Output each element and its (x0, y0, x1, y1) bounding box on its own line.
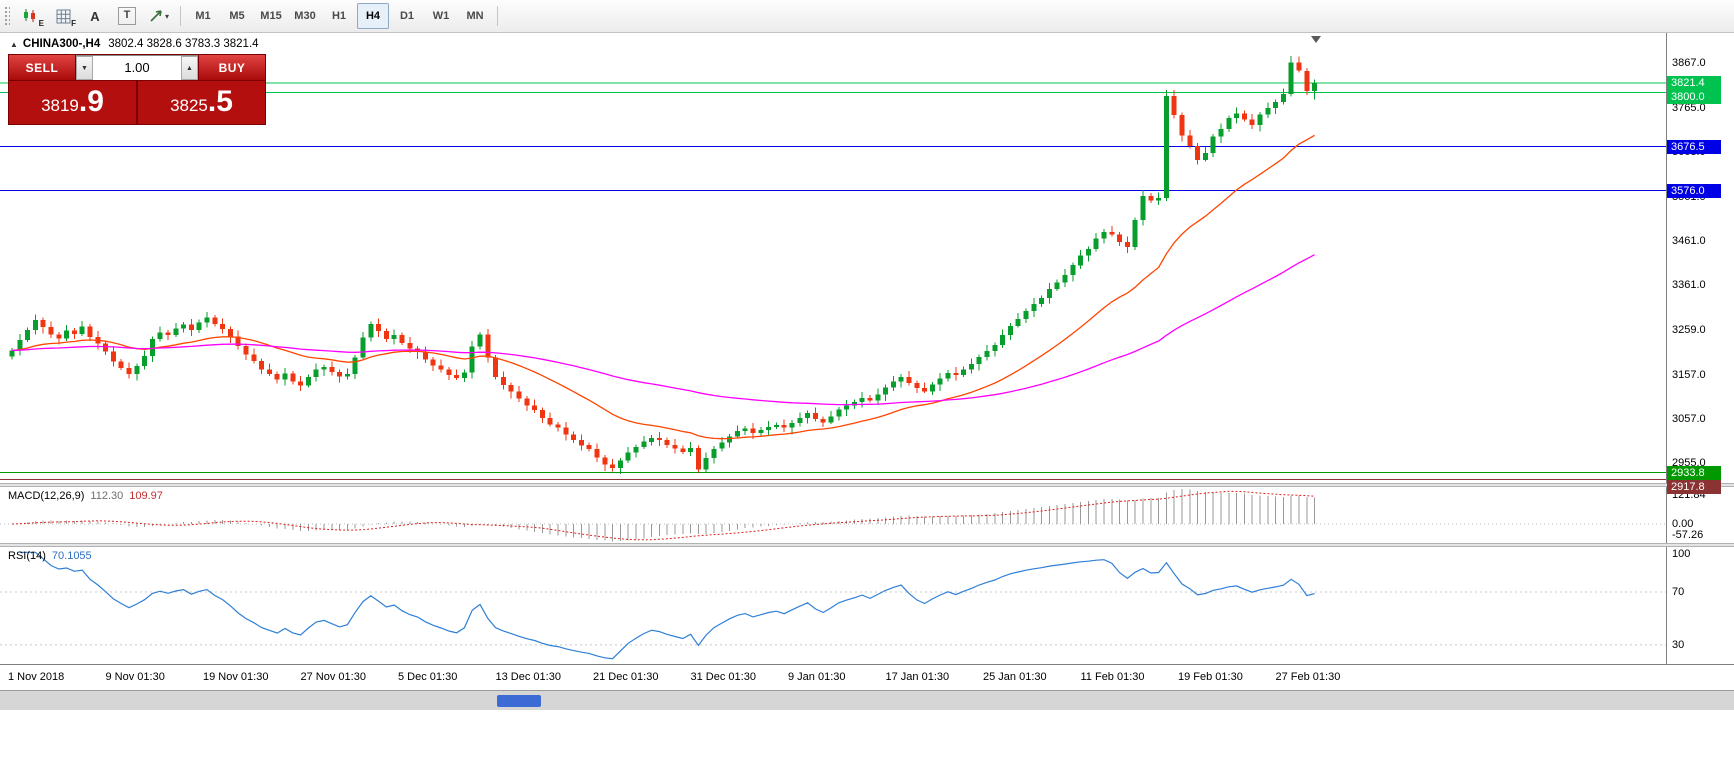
buy-button[interactable]: BUY (198, 55, 265, 80)
scrollbar-thumb[interactable] (497, 695, 541, 707)
volume-control: ▼ 1.00 ▲ (76, 55, 198, 80)
buy-price-pips: .5 (207, 85, 233, 118)
toolbar-separator (497, 6, 498, 26)
price-axis-label: 3867.0 (1672, 56, 1706, 69)
symbol-period: CHINA300-,H4 (22, 38, 101, 50)
pane-separator[interactable] (0, 483, 1734, 487)
ohlc-values: 3802.4 3828.6 3783.3 3821.4 (108, 38, 259, 50)
tool-badge: E (38, 19, 44, 28)
rsi-chart[interactable] (0, 547, 1666, 664)
sell-button[interactable]: SELL (9, 55, 76, 80)
volume-decrease-button[interactable]: ▼ (76, 56, 93, 80)
macd-main-value: 112.30 (90, 490, 124, 502)
time-axis-label: 13 Dec 01:30 (495, 671, 561, 683)
pane-separator[interactable] (0, 543, 1734, 547)
price-badge-3676.5: 3676.5 (1667, 139, 1721, 154)
candlestick-chart-icon (24, 9, 35, 22)
price-axis-label: 3361.0 (1672, 279, 1706, 291)
timeframe-button-d1[interactable]: D1 (399, 10, 415, 22)
macd-axis-label: -57.26 (1672, 529, 1704, 541)
timeframe-button-m30[interactable]: M30 (294, 10, 316, 22)
time-axis-label: 27 Nov 01:30 (300, 671, 366, 683)
chart-shift-marker-icon[interactable] (1311, 36, 1321, 43)
time-axis-label: 25 Jan 01:30 (983, 671, 1047, 683)
tool-badge: F (71, 19, 76, 28)
caret-down-icon: ▾ (164, 11, 169, 21)
price-axis-label: 3157.0 (1672, 368, 1706, 381)
price-axis-label: 3259.0 (1672, 323, 1706, 336)
price-badge-2933.8: 2933.8 (1667, 465, 1721, 480)
price-axis-label: 3461.0 (1672, 235, 1706, 248)
time-axis[interactable]: 1 Nov 2018 9 Nov 01:30 19 Nov 01:30 27 Nov … (0, 664, 1734, 690)
timeframe-button-m15[interactable]: M15 (260, 10, 282, 22)
rsi-axis-label: 70 (1672, 586, 1685, 598)
time-axis-label: 17 Jan 01:30 (885, 671, 950, 683)
time-axis-label: 31 Dec 01:30 (690, 671, 756, 683)
sell-price-pips: .9 (78, 85, 104, 118)
macd-chart[interactable] (0, 487, 1666, 543)
toolbar-separator (180, 6, 181, 26)
sell-price-main: 3819 (41, 96, 79, 115)
macd-title: MACD(12,26,9) (8, 490, 85, 502)
time-axis-label: 11 Feb 01:30 (1080, 671, 1145, 683)
one-click-toggle-icon[interactable]: ▲ (10, 40, 18, 49)
timeframe-button-h1[interactable]: H1 (331, 10, 347, 22)
price-chart[interactable] (0, 33, 1666, 483)
rsi-indicator-label: RSI(14) 70.1055 (8, 550, 92, 562)
grid-tool-button[interactable]: F (48, 3, 78, 29)
candles-tool-button[interactable]: E (16, 3, 46, 29)
time-axis-label: 5 Dec 01:30 (398, 671, 458, 683)
price-axis-label: 3765.0 (1672, 101, 1706, 114)
time-axis-label: 21 Dec 01:30 (593, 671, 659, 683)
price-axis-border (1666, 33, 1667, 664)
time-axis-label: 27 Feb 01:30 (1275, 671, 1341, 683)
horizontal-scrollbar[interactable] (0, 690, 1734, 710)
time-axis-label: 9 Nov 01:30 (105, 671, 165, 683)
rsi-title: RSI(14) (8, 550, 46, 562)
font-tool-button[interactable]: A (80, 3, 110, 29)
volume-increase-button[interactable]: ▲ (181, 56, 198, 80)
macd-indicator-label: MACD(12,26,9) 112.30 109.97 (8, 490, 163, 502)
macd-signal-value: 109.97 (129, 490, 163, 502)
timeframe-button-m5[interactable]: M5 (229, 10, 245, 22)
volume-input[interactable]: 1.00 (124, 60, 150, 75)
toolbar-grip[interactable] (4, 6, 10, 26)
price-badge-3800.0: 3800.0 (1667, 89, 1721, 104)
buy-price[interactable]: 3825.5 (138, 81, 265, 124)
rsi-value: 70.1055 (51, 550, 92, 562)
toolbar: E F A T ▾ M1 M5 M15 M30 H1 H4 D1 W1 MN (0, 0, 1734, 33)
text-tool-button[interactable]: T (112, 3, 142, 29)
time-axis-label: 19 Feb 01:30 (1178, 671, 1243, 683)
timeframe-button-m1[interactable]: M1 (195, 10, 211, 22)
one-click-trading-panel: SELL ▼ 1.00 ▲ BUY 3819.9 3825.5 (8, 54, 266, 125)
pointer-tool-button[interactable]: ▾ (144, 3, 174, 29)
price-axis-label: 3057.0 (1672, 412, 1706, 425)
font-a-icon: A (90, 8, 100, 24)
rsi-axis-label: 100 (1672, 548, 1691, 560)
price-badge-3576.0: 3576.0 (1667, 183, 1721, 198)
price-axis[interactable]: 3867.03765.03663.03561.03461.03361.03259… (1666, 33, 1734, 690)
grid-icon (56, 9, 70, 23)
rsi-axis-label: 30 (1672, 638, 1685, 651)
timeframe-button-h4[interactable]: H4 (357, 3, 389, 29)
time-axis-label: 19 Nov 01:30 (203, 671, 269, 683)
price-badge-2917.8: 2917.8 (1667, 479, 1721, 494)
cursor-icon (150, 10, 162, 22)
price-badge-3821.4: 3821.4 (1667, 75, 1721, 90)
timeframe-button-w1[interactable]: W1 (432, 10, 450, 22)
text-t-icon: T (118, 7, 136, 25)
time-axis-label: 1 Nov 2018 (8, 671, 65, 683)
sell-price[interactable]: 3819.9 (9, 81, 138, 124)
macd-axis-label: 0.00 (1672, 518, 1694, 530)
chart-window: 3867.03765.03663.03561.03461.03361.03259… (0, 33, 1734, 690)
timeframe-group: M1 M5 M15 M30 H1 H4 D1 W1 MN (186, 3, 492, 29)
time-axis-label: 9 Jan 01:30 (788, 671, 846, 683)
buy-price-main: 3825 (170, 96, 208, 115)
timeframe-button-mn[interactable]: MN (466, 10, 484, 22)
symbol-ohlc-line: ▲ CHINA300-,H4 3802.4 3828.6 3783.3 3821.4 (10, 38, 259, 50)
